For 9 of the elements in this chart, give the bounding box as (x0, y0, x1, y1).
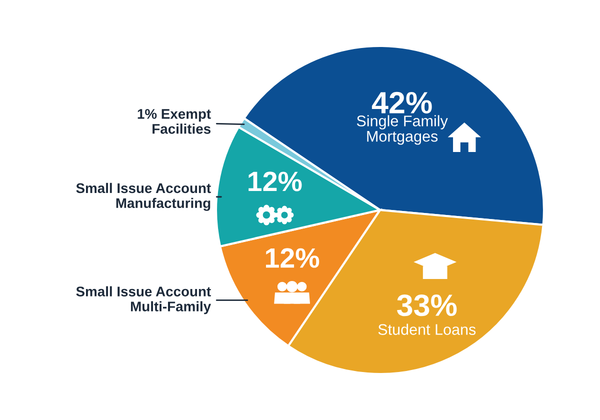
data-label: 33% (397, 294, 457, 316)
data-label: 42% (372, 92, 432, 114)
slice-label: Small Issue Account Manufacturing (76, 182, 211, 211)
data-label: 12% (266, 248, 320, 268)
slice-label: Single Family Mortgages (356, 115, 448, 145)
slice-label: 1% Exempt Facilities (138, 109, 211, 134)
data-label: 12% (248, 172, 302, 192)
slice-label: Small Issue Account Multi-Family (76, 286, 212, 314)
slice-label: Student Loans (378, 324, 476, 335)
